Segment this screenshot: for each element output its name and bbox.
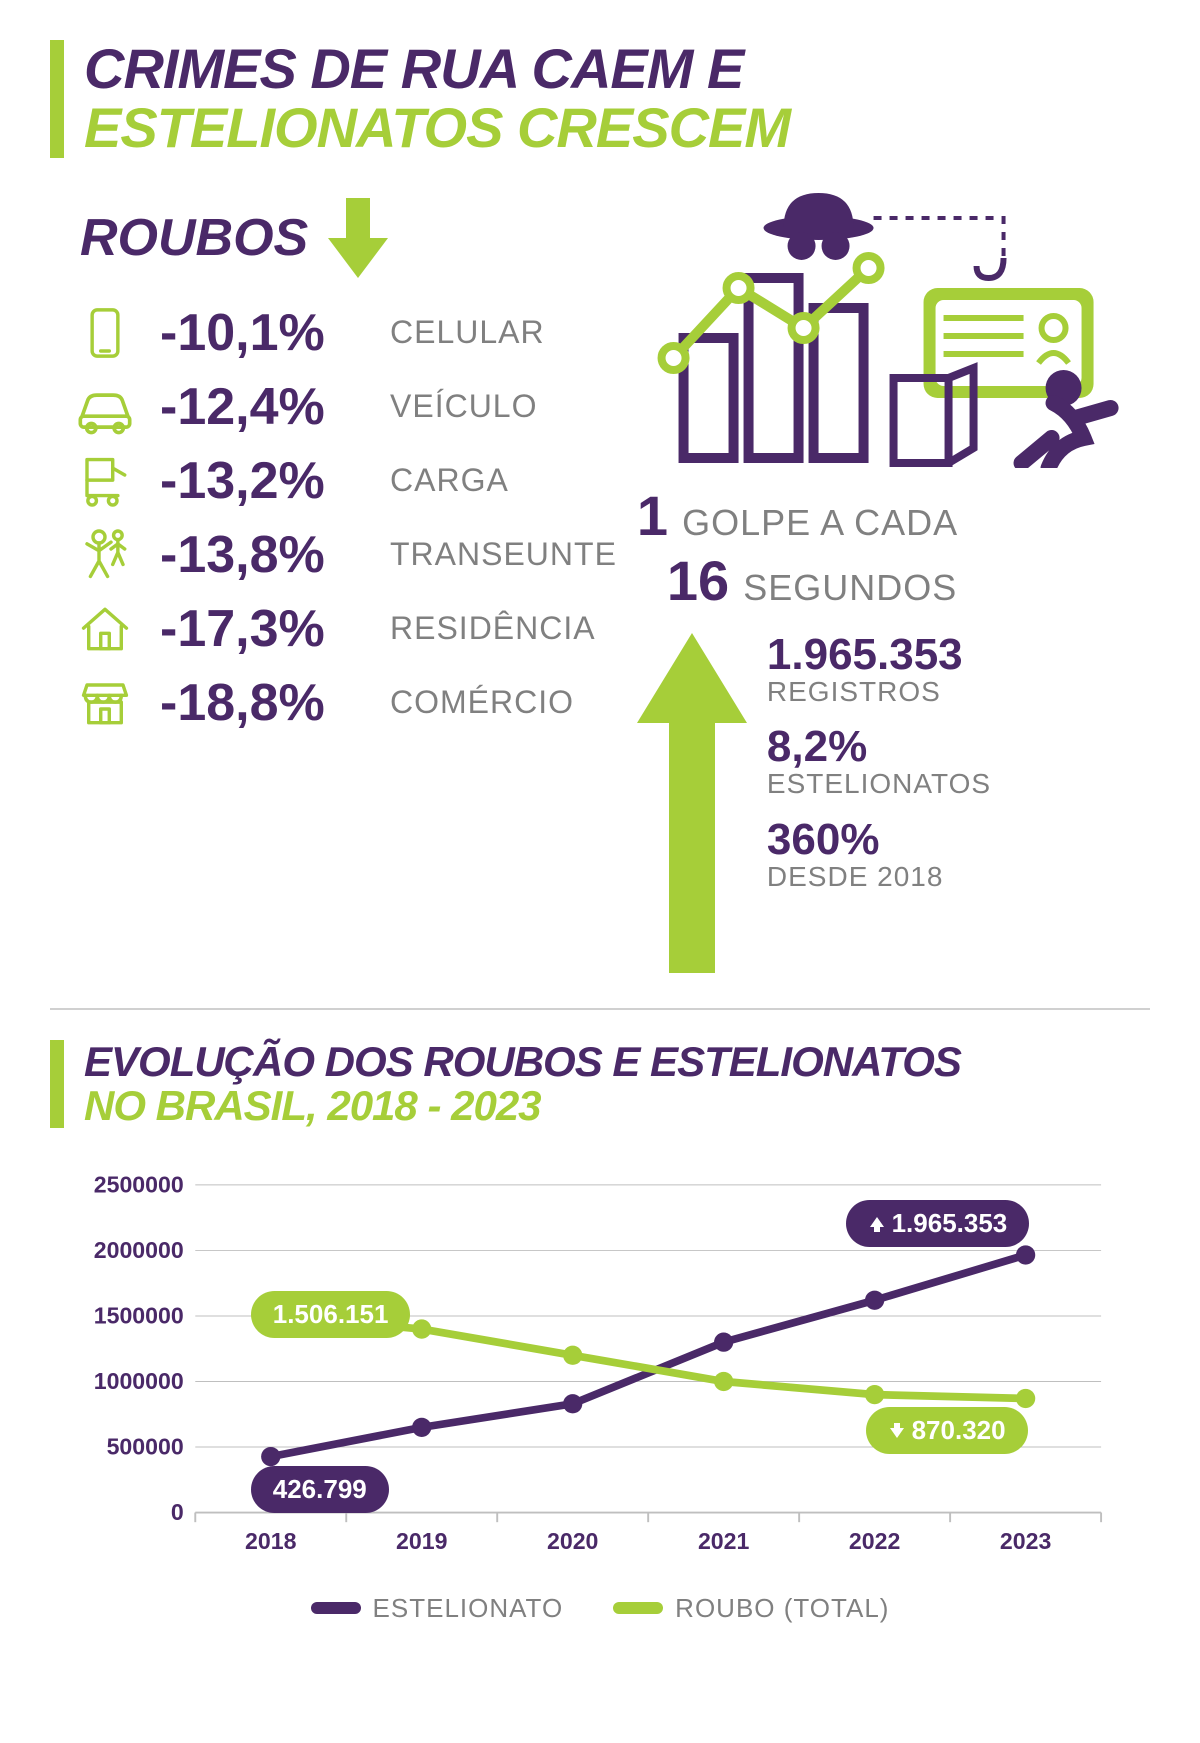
svg-text:1000000: 1000000	[94, 1368, 184, 1394]
chart-title: EVOLUÇÃO DOS ROUBOS E ESTELIONATOS NO BR…	[50, 1040, 1150, 1128]
phone-icon	[70, 298, 140, 368]
growth-stat-label: REGISTROS	[767, 677, 1150, 708]
roubos-value: -18,8%	[160, 673, 370, 733]
house-icon	[70, 594, 140, 664]
roubos-label: VEÍCULO	[390, 388, 537, 425]
roubos-label: COMÉRCIO	[390, 684, 574, 721]
svg-text:2021: 2021	[698, 1528, 750, 1554]
roubos-label: CELULAR	[390, 314, 545, 351]
chart-callout: 426.799	[251, 1466, 389, 1513]
growth-stat-value: 8,2%	[767, 725, 1150, 769]
golpe-block: 1 GOLPE A CADA 16 SEGUNDOS	[637, 483, 1150, 613]
svg-text:1500000: 1500000	[94, 1302, 184, 1328]
store-icon	[70, 668, 140, 738]
roubos-item: -18,8% COMÉRCIO	[70, 668, 617, 738]
svg-text:2000000: 2000000	[94, 1237, 184, 1263]
legend-item: ESTELIONATO	[311, 1593, 564, 1624]
growth-column: 1 GOLPE A CADA 16 SEGUNDOS 1.965.353 REG…	[637, 188, 1150, 978]
legend-label: ESTELIONATO	[373, 1593, 564, 1624]
roubos-value: -17,3%	[160, 599, 370, 659]
roubos-item: -12,4% VEÍCULO	[70, 372, 617, 442]
person-icon	[70, 520, 140, 590]
arrow-down-icon	[328, 198, 388, 278]
legend-label: ROUBO (TOTAL)	[675, 1593, 889, 1624]
golpe-n2: 16	[667, 548, 729, 613]
chart-title-line-2: NO BRASIL, 2018 - 2023	[84, 1084, 1150, 1128]
svg-text:2020: 2020	[547, 1528, 598, 1554]
chart-callout: 870.320	[866, 1407, 1028, 1454]
line-chart: 0 500000 1000000 1500000 2000000 2500000 2018 2…	[70, 1158, 1130, 1638]
svg-text:2018: 2018	[245, 1528, 297, 1554]
roubos-value: -13,8%	[160, 525, 370, 585]
growth-stat-label: DESDE 2018	[767, 862, 1150, 893]
title-line-1: CRIMES DE RUA CAEM E	[84, 40, 790, 99]
roubos-label: CARGA	[390, 462, 509, 499]
header: CRIMES DE RUA CAEM E ESTELIONATOS CRESCE…	[50, 40, 1150, 158]
chart-callout: 1.506.151	[251, 1291, 411, 1338]
roubos-value: -12,4%	[160, 377, 370, 437]
roubos-value: -13,2%	[160, 451, 370, 511]
roubos-list: -10,1% CELULAR -12,4% VEÍCULO -13,2% CAR…	[50, 298, 617, 738]
roubos-item: -10,1% CELULAR	[70, 298, 617, 368]
fraud-illustration-icon	[637, 188, 1150, 468]
growth-stat-label: ESTELIONATOS	[767, 769, 1150, 800]
car-icon	[70, 372, 140, 442]
cart-icon	[70, 446, 140, 516]
growth-stat-item: 8,2% ESTELIONATOS	[767, 725, 1150, 800]
growth-stat-item: 360% DESDE 2018	[767, 818, 1150, 893]
svg-text:2019: 2019	[396, 1528, 447, 1554]
roubos-item: -13,8% TRANSEUNTE	[70, 520, 617, 590]
title-line-2: ESTELIONATOS CRESCEM	[84, 99, 790, 158]
chart-legend: ESTELIONATO ROUBO (TOTAL)	[70, 1593, 1130, 1624]
section-divider	[50, 1008, 1150, 1010]
roubos-item: -13,2% CARGA	[70, 446, 617, 516]
svg-text:2023: 2023	[1000, 1528, 1052, 1554]
chart-callout: 1.965.353	[846, 1200, 1030, 1247]
chart-title-line-1: EVOLUÇÃO DOS ROUBOS E ESTELIONATOS	[84, 1040, 1150, 1084]
svg-text:500000: 500000	[107, 1434, 184, 1460]
roubos-label: RESIDÊNCIA	[390, 610, 596, 647]
roubos-column: ROUBOS -10,1% CELULAR -12,4% VEÍCULO -13…	[50, 188, 617, 978]
roubos-item: -17,3% RESIDÊNCIA	[70, 594, 617, 664]
roubos-label: TRANSEUNTE	[390, 536, 617, 573]
svg-text:2022: 2022	[849, 1528, 900, 1554]
arrow-up-icon	[637, 633, 747, 973]
main-title: CRIMES DE RUA CAEM E ESTELIONATOS CRESCE…	[50, 40, 790, 158]
golpe-n1: 1	[637, 483, 668, 548]
legend-item: ROUBO (TOTAL)	[613, 1593, 889, 1624]
svg-text:0: 0	[171, 1499, 184, 1525]
golpe-t1: GOLPE A CADA	[682, 502, 958, 544]
growth-stats: 1.965.353 REGISTROS 8,2% ESTELIONATOS 360%…	[637, 633, 1150, 978]
growth-stat-item: 1.965.353 REGISTROS	[767, 633, 1150, 708]
legend-swatch	[613, 1602, 663, 1614]
growth-stat-value: 1.965.353	[767, 633, 1150, 677]
legend-swatch	[311, 1602, 361, 1614]
svg-text:2500000: 2500000	[94, 1171, 184, 1197]
roubos-title: ROUBOS	[80, 208, 308, 268]
roubos-value: -10,1%	[160, 303, 370, 363]
roubos-header: ROUBOS	[80, 198, 617, 278]
top-section: ROUBOS -10,1% CELULAR -12,4% VEÍCULO -13…	[50, 188, 1150, 978]
golpe-t2: SEGUNDOS	[743, 567, 957, 609]
growth-stat-value: 360%	[767, 818, 1150, 862]
